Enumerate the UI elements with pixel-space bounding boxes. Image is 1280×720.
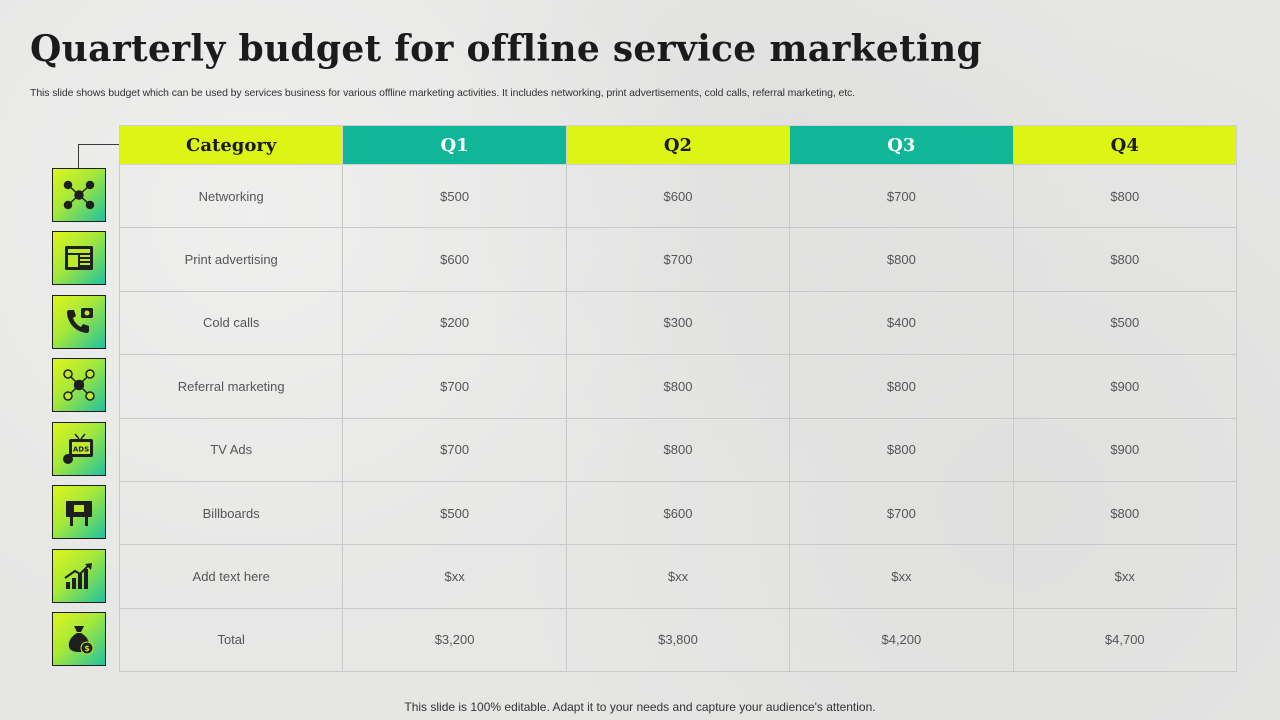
q2-cell: $800: [565, 354, 791, 419]
header-row: Category Q1 Q2 Q3 Q4: [118, 125, 1238, 165]
svg-text:$: $: [84, 644, 90, 653]
svg-text:ADS: ADS: [73, 446, 89, 454]
q1-cell: $500: [342, 163, 567, 229]
category-cell: TV Ads: [118, 417, 344, 482]
header-q4: Q4: [1012, 125, 1238, 165]
q3-cell: $800: [789, 227, 1014, 292]
tv-ads-icon: ADS: [52, 422, 106, 476]
header-q3: Q3: [789, 125, 1014, 165]
q2-cell: $600: [565, 480, 791, 546]
q1-cell: $xx: [342, 544, 567, 609]
table-row: Referral marketing $700 $800 $800 $900: [118, 354, 1238, 419]
network-people-icon: [52, 168, 106, 222]
growth-chart-icon: [52, 549, 106, 603]
q4-cell: $4,700: [1012, 607, 1238, 673]
q2-cell: $600: [565, 163, 791, 229]
q2-cell: $3,800: [565, 607, 791, 673]
table-row: Print advertising $600 $700 $800 $800: [118, 227, 1238, 292]
phone-call-icon: [52, 295, 106, 349]
q3-cell: $800: [789, 417, 1014, 482]
table-row: Add text here $xx $xx $xx $xx: [118, 544, 1238, 609]
footer-note: This slide is 100% editable. Adapt it to…: [404, 700, 876, 714]
page-title: Quarterly budget for offline service mar…: [30, 28, 982, 70]
category-cell: Networking: [118, 163, 344, 229]
category-cell: Print advertising: [118, 227, 344, 292]
q4-cell: $500: [1012, 290, 1238, 356]
category-cell: Cold calls: [118, 290, 344, 356]
table-row-total: Total $3,200 $3,800 $4,200 $4,700: [118, 607, 1238, 673]
connector-vertical: [78, 144, 79, 168]
table-row: Cold calls $200 $300 $400 $500: [118, 290, 1238, 356]
money-bag-icon: $: [52, 612, 106, 666]
header-q2: Q2: [565, 125, 791, 165]
q1-cell: $500: [342, 480, 567, 546]
table-row: Billboards $500 $600 $700 $800: [118, 480, 1238, 546]
q1-cell: $200: [342, 290, 567, 356]
table-row: TV Ads $700 $800 $800 $900: [118, 417, 1238, 482]
category-cell: Billboards: [118, 480, 344, 546]
category-cell: Total: [118, 607, 344, 673]
table-row: Networking $500 $600 $700 $800: [118, 163, 1238, 229]
q4-cell: $900: [1012, 417, 1238, 482]
q3-cell: $4,200: [789, 607, 1014, 673]
q4-cell: $900: [1012, 354, 1238, 419]
q2-cell: $300: [565, 290, 791, 356]
budget-table: Category Q1 Q2 Q3 Q4 Networking $500 $60…: [118, 125, 1238, 673]
q2-cell: $800: [565, 417, 791, 482]
connector-horizontal: [78, 144, 120, 145]
page-subtitle: This slide shows budget which can be use…: [30, 87, 855, 99]
category-cell: Referral marketing: [118, 354, 344, 419]
category-cell: Add text here: [118, 544, 344, 609]
header-category: Category: [118, 125, 344, 165]
billboard-icon: [52, 485, 106, 539]
header-q1: Q1: [342, 125, 567, 165]
q1-cell: $600: [342, 227, 567, 292]
q3-cell: $700: [789, 163, 1014, 229]
q1-cell: $700: [342, 417, 567, 482]
q1-cell: $3,200: [342, 607, 567, 673]
newspaper-icon: [52, 231, 106, 285]
q3-cell: $700: [789, 480, 1014, 546]
q3-cell: $400: [789, 290, 1014, 356]
q3-cell: $xx: [789, 544, 1014, 609]
q4-cell: $800: [1012, 480, 1238, 546]
q2-cell: $700: [565, 227, 791, 292]
q4-cell: $800: [1012, 227, 1238, 292]
referral-network-icon: [52, 358, 106, 412]
q2-cell: $xx: [565, 544, 791, 609]
q4-cell: $xx: [1012, 544, 1238, 609]
q4-cell: $800: [1012, 163, 1238, 229]
q1-cell: $700: [342, 354, 567, 419]
q3-cell: $800: [789, 354, 1014, 419]
